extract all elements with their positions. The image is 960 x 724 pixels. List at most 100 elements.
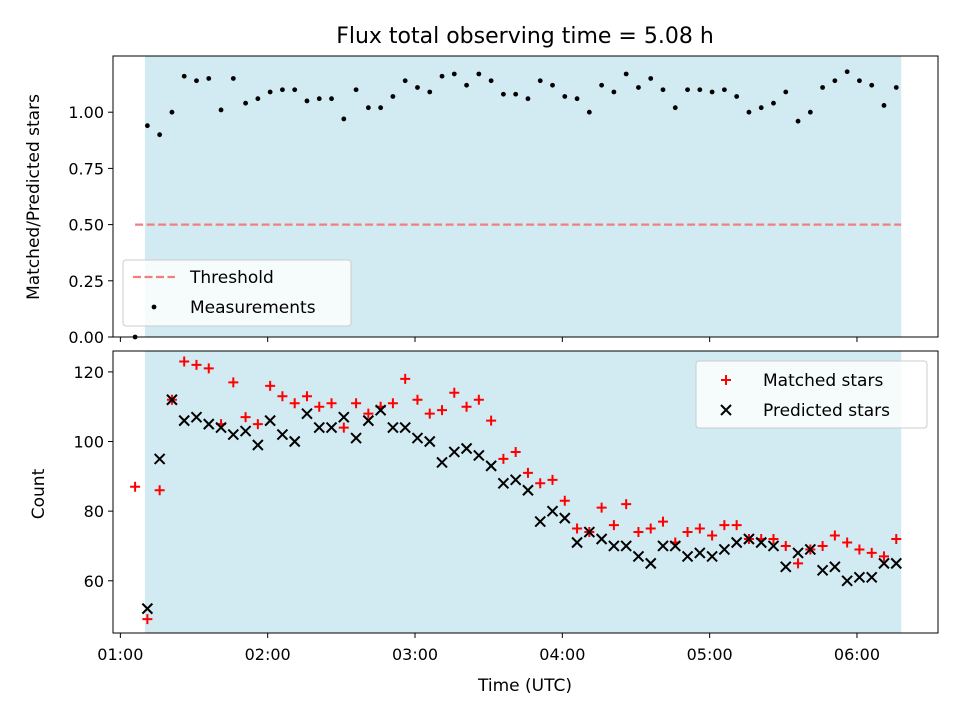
matched-marker	[228, 377, 239, 388]
predicted-marker	[203, 418, 215, 430]
measurement-point	[783, 89, 789, 95]
x-tick-label: 02:00	[245, 645, 291, 664]
matched-marker	[240, 412, 251, 423]
matched-marker	[461, 401, 472, 412]
y-tick-label: 120	[73, 363, 104, 382]
predicted-marker	[252, 439, 264, 451]
top-y-axis-label: Matched/Predicted stars	[24, 94, 44, 300]
matched-marker	[142, 614, 153, 625]
measurement-point	[501, 91, 506, 97]
measurement-point	[550, 82, 555, 88]
predicted-marker	[694, 547, 706, 559]
measurement-point	[292, 87, 298, 93]
matched-marker	[412, 394, 423, 405]
measurement-point	[206, 76, 212, 81]
matched-marker	[449, 387, 460, 398]
matched-marker	[658, 516, 668, 527]
bottom-panel: 60 80 100 120 01:00 02:00 03:00 04:00 05:00 06:00…	[73, 350, 939, 664]
series-matched-stars	[130, 356, 902, 625]
series-predicted-stars	[141, 394, 902, 615]
matched-marker	[179, 356, 190, 367]
predicted-marker	[767, 540, 780, 552]
matched-marker	[596, 502, 607, 513]
x-axis-label: Time (UTC)	[477, 676, 572, 696]
matched-marker	[338, 422, 349, 433]
predicted-marker	[141, 602, 154, 615]
measurement-point	[439, 73, 445, 79]
legend-predicted-label: Predicted stars	[763, 401, 890, 421]
matched-marker	[793, 558, 804, 569]
predicted-marker	[780, 561, 792, 573]
predicted-marker	[153, 453, 166, 465]
matched-marker	[768, 534, 779, 544]
matched-marker	[265, 380, 276, 391]
matched-marker	[154, 485, 165, 496]
predicted-marker	[632, 550, 645, 563]
matched-marker	[829, 530, 840, 541]
measurement-point	[721, 87, 727, 93]
predicted-marker	[853, 571, 866, 584]
predicted-marker	[878, 557, 890, 570]
measurement-point	[390, 94, 396, 99]
measurement-point	[648, 76, 654, 81]
measurement-point	[685, 87, 690, 93]
matched-marker	[400, 373, 411, 384]
matched-marker	[314, 401, 325, 412]
matched-marker	[473, 394, 484, 405]
predicted-marker	[829, 561, 841, 573]
predicted-marker	[681, 550, 694, 563]
matched-marker	[854, 544, 865, 555]
predicted-marker	[411, 432, 424, 444]
y-tick-label: 60	[84, 572, 104, 591]
measurement-point	[513, 91, 519, 97]
predicted-marker	[264, 414, 276, 427]
legend-measurement-label: Measurements	[190, 298, 316, 318]
matched-marker	[498, 453, 509, 464]
predicted-marker	[239, 425, 252, 437]
predicted-marker	[546, 505, 559, 517]
matched-marker	[878, 551, 889, 562]
measurement-point	[881, 103, 887, 108]
x-tick-label: 01:00	[97, 645, 143, 664]
measurement-point	[758, 105, 764, 111]
legend-predicted-swatch	[720, 404, 732, 416]
y-tick-label: 80	[84, 502, 104, 521]
predicted-marker	[215, 421, 227, 434]
predicted-marker	[509, 474, 522, 486]
legend: Threshold Measurements	[122, 259, 352, 327]
predicted-marker	[387, 421, 399, 434]
predicted-marker	[559, 512, 571, 524]
predicted-marker	[313, 421, 325, 434]
predicted-marker	[325, 421, 338, 434]
predicted-marker	[620, 540, 632, 552]
predicted-marker	[374, 404, 387, 416]
measurement-point	[611, 89, 617, 95]
measurement-point	[464, 82, 469, 88]
matched-marker	[326, 398, 337, 409]
measurement-point	[144, 123, 150, 129]
measurement-point	[832, 78, 838, 84]
measurement-point	[280, 87, 285, 93]
matched-marker	[817, 540, 828, 551]
measurement-point	[537, 78, 543, 84]
legend-matched-swatch	[721, 375, 731, 385]
axes-frame	[112, 350, 939, 634]
y-tick-label: 0.00	[68, 328, 104, 347]
measurement-point	[599, 82, 605, 88]
measurement-point	[230, 76, 236, 81]
measurement-point	[181, 73, 187, 79]
measurement-point	[304, 98, 310, 104]
measurement-point	[697, 87, 703, 93]
measurement-point	[341, 116, 347, 122]
matched-marker	[437, 405, 448, 416]
predicted-marker	[657, 540, 669, 552]
predicted-marker	[485, 460, 497, 472]
measurement-point	[402, 78, 408, 84]
matched-marker	[547, 474, 558, 485]
measurement-point	[807, 109, 813, 115]
predicted-marker	[436, 456, 448, 469]
predicted-marker	[473, 449, 485, 462]
measurement-point	[893, 85, 899, 90]
measurement-point	[267, 89, 273, 95]
predicted-marker	[706, 550, 718, 563]
